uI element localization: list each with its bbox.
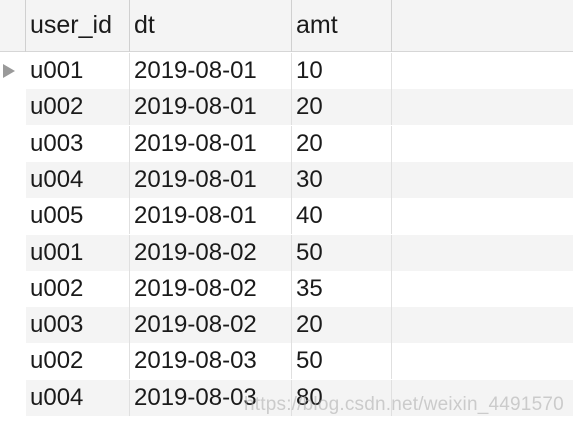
- table-row[interactable]: u002 2019-08-02 35: [0, 270, 573, 307]
- cell-amt[interactable]: 20: [292, 307, 392, 344]
- table-row[interactable]: u001 2019-08-02 50: [0, 234, 573, 271]
- cell-user-id[interactable]: u004: [26, 161, 130, 198]
- cell-amt[interactable]: 20: [292, 89, 392, 126]
- column-header-amt[interactable]: amt: [292, 0, 392, 52]
- row-indicator[interactable]: [0, 234, 26, 271]
- table-row[interactable]: u004 2019-08-03 80: [0, 379, 573, 416]
- cell-amt[interactable]: 50: [292, 343, 392, 380]
- empty-cell: [392, 126, 573, 162]
- cell-amt[interactable]: 35: [292, 270, 392, 307]
- cell-dt[interactable]: 2019-08-01: [130, 198, 292, 235]
- empty-cell: [392, 53, 573, 89]
- row-indicator[interactable]: [0, 53, 26, 89]
- cell-dt[interactable]: 2019-08-02: [130, 270, 292, 307]
- table-row[interactable]: u003 2019-08-02 20: [0, 307, 573, 344]
- cell-user-id[interactable]: u002: [26, 89, 130, 126]
- cell-dt[interactable]: 2019-08-02: [130, 234, 292, 271]
- cell-dt[interactable]: 2019-08-01: [130, 125, 292, 162]
- row-indicator-header: [0, 0, 26, 52]
- cell-user-id[interactable]: u002: [26, 343, 130, 380]
- empty-cell: [392, 307, 573, 343]
- column-header-user-id[interactable]: user_id: [26, 0, 130, 52]
- row-indicator[interactable]: [0, 125, 26, 162]
- watermark: https://blog.csdn.net/weixin_4491570: [244, 394, 564, 415]
- cell-amt[interactable]: 30: [292, 161, 392, 198]
- row-indicator[interactable]: [0, 379, 26, 416]
- table-row[interactable]: u004 2019-08-01 30: [0, 161, 573, 198]
- cell-amt[interactable]: 40: [292, 198, 392, 235]
- cell-user-id[interactable]: u002: [26, 270, 130, 307]
- cell-amt[interactable]: 50: [292, 234, 392, 271]
- cell-dt[interactable]: 2019-08-01: [130, 89, 292, 126]
- cell-user-id[interactable]: u003: [26, 125, 130, 162]
- grid-header: user_id dt amt: [0, 0, 573, 52]
- empty-cell: [392, 198, 573, 234]
- empty-cell: [392, 89, 573, 125]
- column-header-dt[interactable]: dt: [130, 0, 292, 52]
- cell-user-id[interactable]: u001: [26, 53, 130, 89]
- cell-dt[interactable]: 2019-08-01: [130, 161, 292, 198]
- cell-amt[interactable]: 10: [292, 53, 392, 89]
- row-indicator[interactable]: [0, 270, 26, 307]
- cell-dt[interactable]: 2019-08-02: [130, 307, 292, 344]
- cell-user-id[interactable]: u004: [26, 379, 130, 416]
- cell-amt[interactable]: 20: [292, 125, 392, 162]
- empty-cell: [392, 162, 573, 198]
- table-row[interactable]: u003 2019-08-01 20: [0, 125, 573, 162]
- row-indicator[interactable]: [0, 161, 26, 198]
- cell-dt[interactable]: 2019-08-03: [130, 343, 292, 380]
- table-row[interactable]: u005 2019-08-01 40: [0, 198, 573, 235]
- row-indicator[interactable]: [0, 198, 26, 235]
- empty-cell: [392, 235, 573, 271]
- cell-dt[interactable]: 2019-08-03: [130, 379, 292, 416]
- row-indicator[interactable]: [0, 89, 26, 126]
- cell-amt[interactable]: 80: [292, 379, 392, 416]
- row-indicator[interactable]: [0, 343, 26, 380]
- cell-dt[interactable]: 2019-08-01: [130, 53, 292, 89]
- cell-user-id[interactable]: u001: [26, 234, 130, 271]
- triangle-right-icon: [3, 64, 15, 78]
- table-row[interactable]: u002 2019-08-01 20: [0, 89, 573, 126]
- empty-cell: [392, 343, 573, 379]
- cell-user-id[interactable]: u005: [26, 198, 130, 235]
- table-row[interactable]: u002 2019-08-03 50: [0, 343, 573, 380]
- empty-cell: [392, 271, 573, 307]
- row-indicator[interactable]: [0, 307, 26, 344]
- table-row[interactable]: u001 2019-08-01 10: [0, 53, 573, 89]
- cell-user-id[interactable]: u003: [26, 307, 130, 344]
